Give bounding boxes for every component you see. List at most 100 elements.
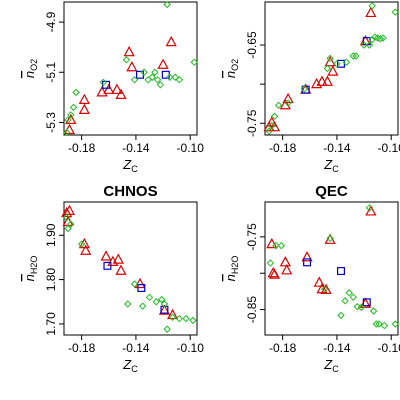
panel-4-point-diamond [341,297,349,305]
panel-3-point-diamond [63,213,71,222]
panel-1-y-axis-symbol: n [22,71,37,78]
panel-2-x-axis-subscript: C [332,164,339,174]
panel-2-y-axis-subscript: O2 [230,59,240,71]
panel-4-point-diamond [345,289,353,297]
panel-1-y-axis-label: nO2 [22,59,39,78]
panel-2-point-diamond [265,127,273,135]
panel-1-point-diamond [175,76,184,84]
panel-4-point-diamond [272,241,280,250]
panel-4-xtick-label: -0.10 [378,341,400,355]
panel-1-point-diamond [166,73,174,81]
panel-2-point-diamond [349,52,357,60]
panel-2-series-triangle [263,6,377,132]
panel-1-point-triangle [115,88,127,99]
panel-1-point-triangle [103,83,115,94]
panel-1-point-diamond [122,56,131,64]
panel-1-xtick-label: -0.10 [177,141,205,155]
panel-2-point-diamond [284,99,292,107]
panel-2-point-diamond [323,64,332,73]
panel-4-point-triangle [279,256,291,267]
panel-2-point-diamond [333,60,341,68]
panel-2-xtick-label: -0.10 [378,141,400,155]
panel-2-point-diamond [326,54,334,63]
panel-1-ytick-label: -4.9 [44,11,58,32]
panel-4-point-triangle [266,237,278,249]
panel-1-series-triangle [63,35,177,135]
panel-2-x-axis-symbol: Z [323,157,333,172]
panel-2-xtick-label: -0.14 [323,141,351,155]
panel-4-point-diamond [357,303,366,312]
panel-4-plot-frame [264,201,399,336]
panel-1-xtick-label: -0.14 [122,141,150,155]
panel-1-point-diamond [190,58,198,66]
panel-4-point-diamond [369,307,378,315]
panel-2-x-axis-label: ZC [323,157,339,174]
panel-4-ytick-label: -0.75 [245,223,259,251]
panel-3-point-diamond [77,240,86,248]
panel-1-point-triangle [111,83,123,94]
panel-4-series-diamond [266,204,399,330]
panel-4-point-triangle [268,268,281,279]
panel-1-series-diamond [63,0,198,137]
panel-1-y-axis-subscript: O2 [29,59,39,71]
panel-2-point-diamond [274,101,283,109]
panel-1-ytick-label: -5.3 [44,112,58,133]
panel-2-point-diamond [268,121,276,130]
panel-3-y-axis-label: nH2O [22,256,39,282]
panel-3-y-axis-symbol: n [22,274,37,281]
panel-3-point-diamond [67,220,75,228]
panel-1-point-diamond [69,103,78,112]
panel-1-xtick-label: -0.18 [68,141,96,155]
panel-2-point-triangle [316,75,328,86]
panel-2-point-square [337,59,346,68]
panel-3-xtick-label: -0.14 [122,341,150,355]
panel-1-point-triangle [78,93,90,104]
panel-3-point-triangle [61,206,73,218]
panel-3-point-diamond [130,280,139,288]
panel-1-point-triangle [165,35,177,47]
panel-2-point-diamond [376,35,385,43]
panel-4-point-triangle [281,264,293,275]
panel-1-point-square [136,70,145,79]
panel-2-series-square [301,37,371,94]
panel-4-xtick-label: -0.18 [269,341,297,355]
panel-3-point-diamond [139,302,147,310]
panel-2-y-axis-symbol: n [223,71,238,78]
panel-3-series-diamond [63,213,197,333]
panel-3-x-axis-symbol: Z [122,357,132,372]
panel-3-point-triangle [166,308,179,320]
panel-2-point-triangle [324,55,336,67]
panel-4-point-square [303,258,312,267]
panel-2-xtick-label: -0.18 [269,141,297,155]
panel-1-point-diamond [63,128,71,137]
panel-4-series-triangle [266,205,377,308]
panel-2-point-diamond [270,112,279,120]
panel-3-x-axis-label: ZC [122,357,138,374]
panel-4-point-diamond [337,311,345,320]
panel-2-point-diamond [300,85,309,93]
panel-4-x-axis-subscript: C [332,364,339,374]
panel-2-point-diamond [342,58,351,66]
panel-3-y-axis-subscript: H2O [29,256,39,275]
panel-1-point-diamond [163,0,171,9]
panel-3-point-diamond [158,295,166,304]
panel-2-plot-frame [264,1,399,136]
panel-1-point-diamond [99,78,108,87]
panel-1-series-square [102,70,170,89]
panel-3-point-triangle [134,277,146,289]
panel-3-point-diamond [163,325,171,333]
panel-1-point-diamond [130,76,139,84]
panel-1-point-triangle [126,60,138,72]
panel-4-point-diamond [277,241,285,250]
panel-1-point-diamond [153,76,162,84]
panel-3-point-diamond [124,300,132,308]
panel-4-point-triangle [301,250,313,262]
panel-1-plot-frame [63,1,198,136]
panel-3-plot-frame [63,201,198,336]
panel-4-x-axis-label: ZC [323,357,339,374]
panel-2-point-triangle [365,6,377,18]
panel-1-point-triangle [96,86,108,97]
